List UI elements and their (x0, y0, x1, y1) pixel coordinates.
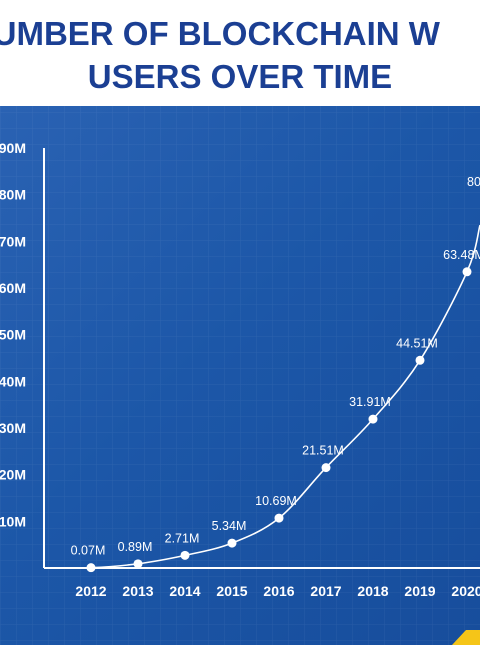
y-tick-label: 30M (0, 420, 26, 436)
y-tick-label: 90M (0, 140, 26, 156)
x-tick-label: 2019 (404, 583, 435, 599)
data-point (86, 563, 96, 573)
data-point (227, 538, 237, 548)
data-points (86, 267, 472, 573)
chart-title-line-2: USERS OVER TIME (87, 58, 393, 95)
series-line (43, 224, 480, 569)
data-label: 0.07M (71, 544, 106, 558)
data-point (274, 513, 284, 523)
x-tick-label: 2012 (75, 583, 106, 599)
x-tick-label: 2018 (357, 583, 388, 599)
grid-texture (0, 106, 480, 645)
data-label: 2.71M (165, 531, 200, 545)
data-point (368, 414, 378, 424)
data-point (415, 355, 425, 365)
y-tick-label: 60M (0, 280, 26, 296)
data-label: 31.91M (349, 395, 391, 409)
y-tick-label: 50M (0, 327, 26, 343)
data-label: 0.89M (118, 540, 153, 554)
header: L NUMBER OF BLOCKCHAIN W USERS OVER TIME (0, 0, 480, 106)
y-tick-label: 10M (0, 513, 26, 529)
x-tick-label: 2016 (263, 583, 294, 599)
x-tick-label: 2020 (451, 583, 480, 599)
data-label: 21.51M (302, 444, 344, 458)
x-axis-ticks: 2012 2013 2014 2015 2016 2017 2018 2019 2020 (75, 583, 480, 599)
y-tick-label: 40M (0, 373, 26, 389)
y-tick-label: 20M (0, 467, 26, 483)
y-tick-label: 80M (0, 187, 26, 203)
x-tick-label: 2015 (216, 583, 247, 599)
x-tick-label: 2013 (122, 583, 153, 599)
x-tick-label: 2014 (169, 583, 200, 599)
accent-corner-shape (452, 630, 480, 645)
data-label: 44.51M (396, 336, 438, 350)
x-tick-label: 2017 (310, 583, 341, 599)
data-point (133, 559, 143, 569)
data-label: 10.69M (255, 494, 297, 508)
data-point (462, 267, 472, 277)
data-label-partial: 80 (467, 175, 480, 189)
chart-title-line-1-text: L NUMBER OF BLOCKCHAIN W (0, 15, 440, 52)
y-axis-ticks: 10M 20M 30M 40M 50M 60M 70M 80M 90M (0, 140, 26, 529)
data-point (321, 463, 331, 473)
data-label: 63.48M (443, 248, 480, 262)
y-tick-label: 70M (0, 233, 26, 249)
data-label: 5.34M (212, 519, 247, 533)
data-labels: 0.07M 0.89M 2.71M 5.34M 10.69M 21.51M 31.91M 44… (71, 248, 480, 558)
data-point (180, 550, 190, 560)
